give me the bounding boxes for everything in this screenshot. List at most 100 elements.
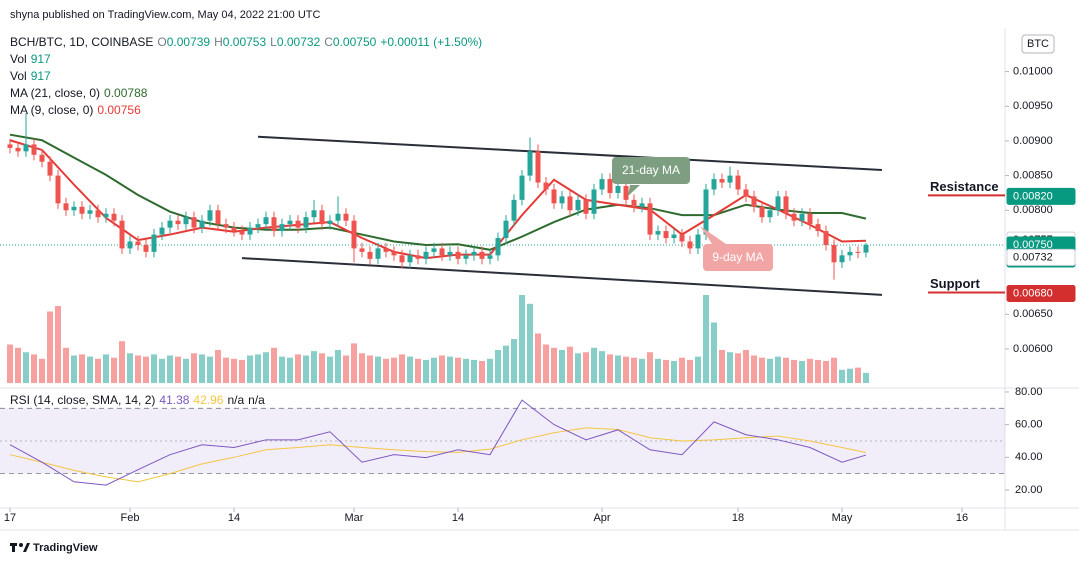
price-badge (1006, 284, 1076, 302)
candle-body (103, 213, 109, 218)
volume-bar (543, 344, 549, 383)
candle-body (495, 238, 501, 256)
candle-body (335, 213, 341, 221)
candle-body (79, 206, 85, 214)
candle-body (359, 248, 365, 252)
candle-body (671, 234, 677, 239)
callout-box (703, 244, 773, 271)
candle-body (151, 234, 157, 252)
volume-bar (663, 359, 669, 383)
volume-bar (119, 341, 125, 383)
y-tick-label: 0.00800 (1013, 204, 1053, 216)
volume-bar (239, 359, 245, 383)
volume-bar (479, 361, 485, 383)
candle-body (767, 210, 773, 218)
candle-body (447, 251, 453, 256)
x-tick-label: 14 (228, 512, 240, 524)
candle-body (279, 224, 285, 232)
ma-callout: 21-day MA (612, 157, 690, 196)
volume-bar (327, 356, 333, 383)
x-tick-label: 16 (956, 512, 968, 524)
symbol: BCH/BTC, 1D, COINBASE (10, 35, 154, 49)
volume-bar (623, 356, 629, 383)
volume-bar (31, 354, 37, 383)
price-badge-label: 0.00680 (1013, 287, 1053, 299)
ma-name: MA (9, close, 0) (10, 103, 94, 117)
candle-body (351, 220, 357, 249)
volume-bar (23, 352, 29, 383)
callout-text: 21-day MA (622, 163, 680, 177)
volume-bar (599, 351, 605, 383)
candle-body (143, 244, 149, 252)
candle-body (95, 210, 101, 218)
volume-bar (223, 357, 229, 383)
volume-bar (767, 358, 773, 383)
volume-value: 917 (30, 52, 51, 66)
ma-name: MA (21, close, 0) (10, 86, 101, 100)
volume-bar (631, 357, 637, 383)
candle-body (191, 217, 197, 228)
ohlc-value: 0.00753 (222, 35, 267, 49)
volume-bar (783, 357, 789, 383)
volume-bar (735, 353, 741, 383)
volume-bar (215, 350, 221, 383)
candle-body (575, 199, 581, 211)
volume-bar (791, 359, 797, 383)
volume-bar (671, 361, 677, 383)
volume-bar (471, 359, 477, 383)
volume-bar (63, 347, 69, 383)
candle-body (71, 206, 77, 211)
volume-bar (247, 355, 253, 383)
volume-bar (431, 357, 437, 383)
candle-body (751, 196, 757, 207)
candle-body (255, 224, 261, 228)
volume-bar (87, 356, 93, 383)
candle-body (391, 251, 397, 256)
volume-bar (383, 358, 389, 383)
candle-body (551, 189, 557, 204)
candle-body (39, 154, 45, 162)
volume-bar (79, 354, 85, 383)
volume-bar (607, 354, 613, 383)
rsi-line (9, 399, 867, 486)
candle-body (823, 231, 829, 245)
volume-bar (831, 357, 837, 383)
candle-body (383, 248, 389, 252)
trendline (241, 257, 883, 296)
volume-bar (703, 295, 709, 383)
volume-bar (495, 350, 501, 383)
candle-body (527, 151, 533, 176)
volume-bar (367, 355, 373, 383)
x-tick-label: Feb (121, 512, 140, 524)
volume-bar (103, 354, 109, 383)
rsi-band (0, 407, 1005, 475)
legend-row: MA (9, close, 0) 0.00756 (10, 102, 486, 119)
candle-body (511, 199, 517, 221)
candle-body (703, 189, 709, 235)
candle-body (15, 147, 21, 152)
candle-body (295, 220, 301, 228)
volume-bar (719, 350, 725, 383)
volume-bar (679, 357, 685, 383)
trendline (257, 135, 883, 172)
volume-bar (407, 356, 413, 383)
price-badge (1006, 187, 1076, 205)
volume-bar (447, 356, 453, 383)
candle-body (583, 199, 589, 214)
rsi-sma-value: 42.96 (193, 393, 224, 407)
candle-body (47, 161, 53, 176)
volume-bar (47, 311, 53, 383)
volume-bar (559, 350, 565, 383)
rsi-name: RSI (14, close, SMA, 14, 2) (10, 393, 156, 407)
y-tick-label: 0.00900 (1013, 135, 1053, 147)
volume-bar (335, 350, 341, 383)
volume-bar (639, 358, 645, 383)
volume-bar (143, 356, 149, 383)
rsi-y-tick-label: 60.00 (1015, 419, 1043, 431)
ma-value: 0.00756 (97, 103, 141, 117)
rsi-extra: n/a (227, 393, 245, 407)
volume-bar (855, 367, 861, 383)
candle-body (695, 234, 701, 249)
ma-callout: 9-day MA (700, 226, 773, 271)
volume-bar (567, 346, 573, 383)
